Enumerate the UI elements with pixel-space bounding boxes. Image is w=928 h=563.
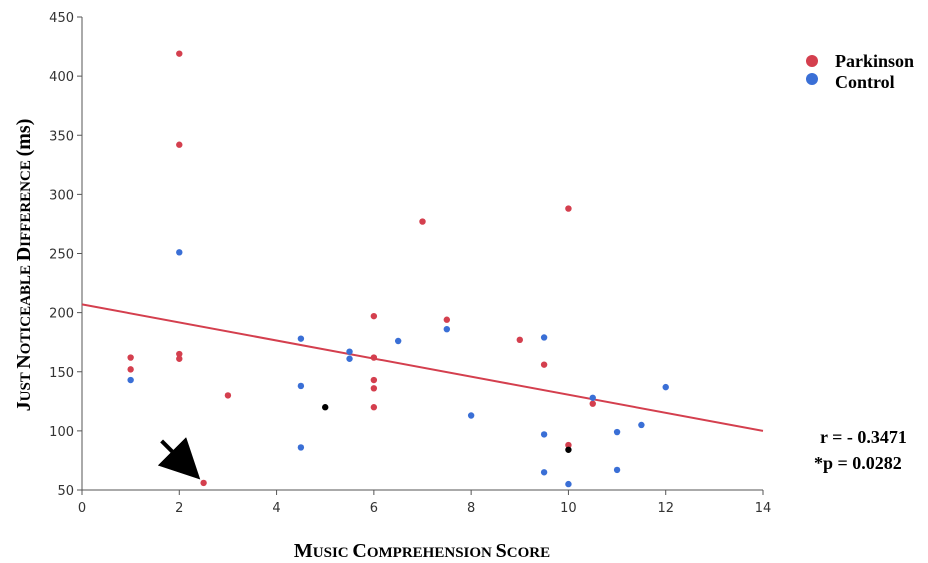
y-axis-title: JUST NOTICEABLE DIFFERENCE (ms) (13, 119, 35, 412)
y-tick-label: 100 (49, 425, 74, 440)
data-point-parkinson (370, 376, 378, 384)
x-ticks: 0 2 4 6 8 10 12 14 (78, 490, 771, 516)
data-point-control (589, 394, 596, 401)
data-point-parkinson (127, 354, 134, 361)
data-point-control (346, 348, 353, 355)
data-point-parkinson (370, 385, 378, 392)
legend-label-control: Control (835, 72, 895, 92)
x-tick-label: 10 (560, 501, 577, 516)
data-point-parkinson (419, 218, 426, 225)
x-tick-label: 14 (755, 501, 772, 516)
data-point-parkinson (443, 316, 451, 323)
x-tick-label: 2 (175, 501, 183, 516)
x-tick-label: 6 (370, 501, 378, 516)
data-points (127, 50, 669, 488)
x-tick-label: 12 (657, 501, 674, 516)
data-point-control (297, 335, 305, 342)
y-tick-label: 150 (49, 366, 74, 381)
regression-line (81, 303, 764, 432)
data-point-parkinson (224, 392, 232, 399)
data-point-parkinson (565, 205, 572, 212)
data-point-parkinson (200, 479, 207, 487)
data-point-control (662, 383, 669, 391)
p-value-annotation: *p = 0.0282 (814, 453, 902, 473)
data-point-control (540, 469, 548, 476)
y-tick-label: 200 (49, 307, 74, 322)
data-point-control (176, 249, 183, 256)
x-tick-label: 0 (78, 501, 86, 516)
data-point-control (540, 334, 548, 341)
data-point-parkinson (565, 441, 572, 449)
data-point-parkinson (176, 350, 183, 358)
data-point-control (565, 480, 572, 488)
legend-label-parkinson: Parkinson (835, 51, 914, 71)
y-tick-label: 50 (57, 484, 74, 499)
data-point-parkinson (370, 354, 378, 361)
axes (81, 17, 763, 491)
data-point-control (613, 466, 621, 474)
legend-marker-control (806, 73, 818, 85)
y-tick-label: 300 (49, 188, 74, 203)
data-point-control (297, 382, 305, 390)
data-point-control (297, 444, 305, 451)
r-value-annotation: r = - 0.3471 (820, 427, 907, 447)
y-tick-label: 450 (49, 11, 74, 26)
data-point-parkinson (370, 404, 378, 411)
data-point-parkinson (176, 50, 183, 57)
legend: Parkinson Control (806, 51, 914, 92)
y-tick-label: 400 (49, 70, 74, 85)
data-point-control (443, 325, 451, 333)
x-tick-label: 8 (467, 501, 475, 516)
y-ticks: 50 100 150 200 250 300 350 400 450 (49, 11, 82, 499)
x-axis-title: MUSIC COMPREHENSION SCORE (294, 540, 550, 562)
y-tick-label: 350 (49, 129, 74, 144)
data-point-parkinson (127, 366, 134, 373)
data-point-parkinson (516, 336, 523, 344)
data-point-parkinson (370, 312, 378, 320)
arrow-annotation (157, 437, 201, 480)
data-point-parkinson (540, 361, 548, 368)
data-point-control (638, 421, 645, 429)
data-point-control (467, 412, 475, 419)
x-tick-label: 4 (272, 501, 280, 516)
legend-marker-parkinson (806, 55, 818, 67)
data-point-control (613, 428, 621, 436)
data-point-control (346, 355, 353, 362)
data-point-parkinson (176, 141, 183, 148)
data-point-parkinson (589, 400, 596, 407)
data-point-parkinson (176, 355, 183, 362)
data-point-control (394, 337, 402, 345)
data-point-control (127, 376, 134, 384)
data-point-control (540, 431, 548, 438)
y-tick-label: 250 (49, 248, 74, 263)
data-point-highlight (322, 404, 329, 411)
data-point-highlight (565, 446, 572, 453)
